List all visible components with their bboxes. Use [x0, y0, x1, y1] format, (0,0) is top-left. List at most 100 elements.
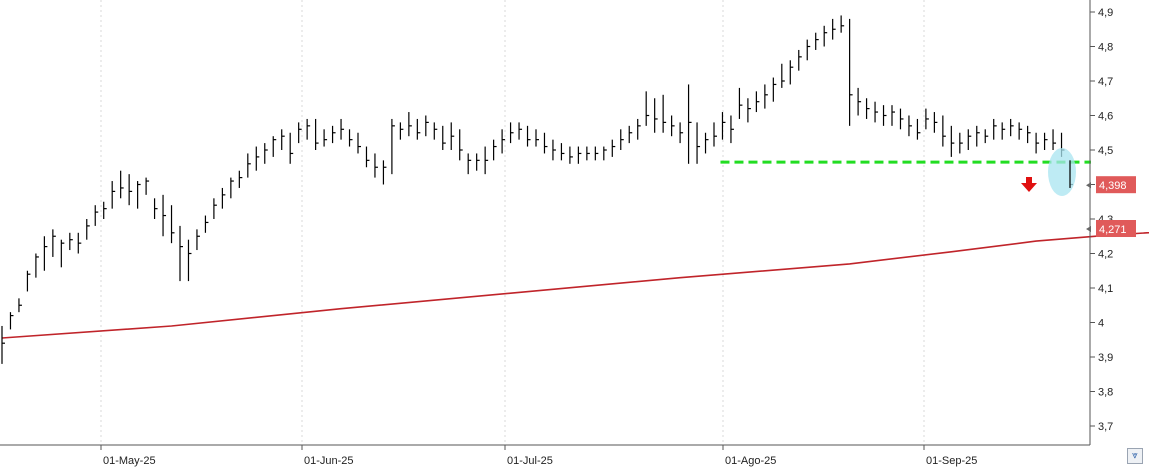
- ohlc-bar-54: [459, 129, 463, 161]
- ohlc-bar-103: [874, 101, 879, 123]
- ohlc-bar-95: [806, 39, 811, 61]
- moving-average-line: [1, 231, 1149, 339]
- ohlc-bar-87: [738, 87, 743, 119]
- ohlc-bar-90: [764, 84, 768, 109]
- ohlc-bar-57: [484, 146, 489, 175]
- ohlc-bar-16: [137, 181, 141, 209]
- ohlc-bar-71: [603, 146, 607, 161]
- ohlc-bar-45: [382, 160, 387, 185]
- ohlc-bar-3: [26, 270, 31, 292]
- ohlc-bar-69: [586, 146, 590, 161]
- y-tick-label-9: 4: [1098, 318, 1104, 330]
- ohlc-bar-0: [1, 325, 5, 364]
- ohlc-bar-68: [577, 146, 582, 164]
- ohlc-bar-76: [645, 91, 650, 126]
- ohlc-bar-93: [789, 60, 794, 85]
- ohlc-bar-112: [950, 125, 955, 157]
- ohlc-bar-123: [1043, 132, 1048, 150]
- ohlc-bars: [1, 15, 1073, 364]
- x-tick-label-3: 01-Ago-25: [725, 455, 776, 467]
- ohlc-bar-31: [264, 143, 268, 164]
- last-price-tag-pointer: [1086, 182, 1091, 189]
- axes: 01-May-25 01-Jun-25 01-Jul-25 01-Ago-25 01-S…: [0, 0, 1136, 467]
- ohlc-bar-48: [408, 112, 412, 137]
- ohlc-bar-79: [671, 115, 675, 137]
- ohlc-bar-89: [755, 91, 760, 113]
- ohlc-bar-22: [187, 239, 192, 282]
- ohlc-bar-4: [35, 253, 39, 278]
- ohlc-bar-92: [781, 63, 785, 88]
- ohlc-bar-80: [679, 122, 684, 144]
- highlight-ellipse: [1048, 148, 1076, 196]
- y-tick-label-0: 4,9: [1098, 7, 1113, 19]
- ohlc-bar-84: [713, 122, 717, 147]
- moving-average-tag: 4,271: [1086, 220, 1136, 238]
- ohlc-bar-30: [255, 146, 260, 171]
- ohlc-bar-75: [637, 118, 641, 140]
- y-tick-label-4: 4,5: [1098, 145, 1113, 157]
- ohlc-bar-83: [704, 132, 709, 154]
- ohlc-bar-36: [306, 118, 311, 140]
- last-price-tag: 4,398: [1086, 176, 1136, 194]
- ohlc-bar-94: [798, 49, 802, 71]
- ohlc-bar-9: [77, 232, 82, 254]
- ohlc-bar-67: [569, 146, 573, 164]
- ohlc-bar-13: [111, 181, 116, 209]
- ohlc-bar-77: [654, 98, 658, 133]
- ohlc-bar-43: [365, 146, 370, 168]
- ohlc-bar-55: [467, 153, 472, 175]
- ohlc-bar-2: [18, 298, 22, 313]
- y-tick-label-10: 3,9: [1098, 352, 1113, 364]
- ohlc-bar-7: [60, 239, 65, 268]
- ohlc-bar-108: [916, 118, 921, 140]
- ohlc-bar-29: [247, 153, 251, 178]
- ohlc-bar-18: [153, 198, 158, 219]
- x-tick-label-2: 01-Jul-25: [507, 455, 553, 467]
- ohlc-bar-78: [662, 94, 667, 133]
- ohlc-bar-62: [526, 125, 531, 147]
- grid-lines: [100, 0, 925, 445]
- ohlc-bar-42: [357, 132, 361, 154]
- ohlc-bar-102: [865, 98, 870, 119]
- y-tick-label-1: 4,8: [1098, 42, 1113, 54]
- ohlc-bar-26: [221, 187, 226, 209]
- ohlc-bar-1: [9, 312, 14, 330]
- annotation-layer: [720, 148, 1091, 196]
- ohlc-bar-27: [230, 177, 234, 199]
- ohlc-bar-28: [238, 170, 243, 188]
- ohlc-bar-53: [450, 122, 455, 150]
- ohlc-bar-82: [696, 122, 701, 164]
- ohlc-bar-70: [594, 146, 599, 161]
- ohlc-bar-47: [399, 122, 404, 140]
- ohlc-bar-104: [882, 105, 887, 126]
- double-chevron-icon: ⩔: [1132, 450, 1138, 461]
- ohlc-bar-46: [391, 118, 395, 175]
- ohlc-bar-66: [560, 143, 565, 161]
- ohlc-bar-64: [543, 132, 548, 154]
- ohlc-bar-98: [832, 18, 836, 40]
- ohlc-bar-100: [849, 18, 853, 126]
- x-tick-label-4: 01-Sep-25: [926, 455, 977, 467]
- ohlc-bar-37: [315, 118, 319, 150]
- ohlc-bar-15: [128, 174, 133, 206]
- ohlc-bar-21: [179, 225, 183, 282]
- x-tick-label-1: 01-Jun-25: [304, 455, 354, 467]
- ohlc-bar-85: [721, 112, 726, 140]
- moving-average-layer: [1, 231, 1149, 339]
- ohlc-bar-99: [840, 15, 845, 33]
- ohlc-bar-81: [687, 84, 692, 164]
- x-tick-label-0: 01-May-25: [103, 455, 156, 467]
- ohlc-bar-59: [501, 129, 506, 154]
- ohlc-bar-34: [289, 132, 294, 164]
- ohlc-bar-107: [908, 115, 912, 137]
- ohlc-bar-23: [196, 229, 200, 251]
- y-tick-label-2: 4,7: [1098, 76, 1113, 88]
- scroll-to-end-button[interactable]: ⩔: [1127, 448, 1143, 464]
- ohlc-bar-63: [535, 129, 539, 147]
- last-price-tag-box: [1096, 176, 1136, 194]
- ohlc-bar-117: [993, 118, 997, 140]
- ohlc-bar-106: [899, 108, 904, 130]
- ohlc-bar-114: [967, 129, 972, 150]
